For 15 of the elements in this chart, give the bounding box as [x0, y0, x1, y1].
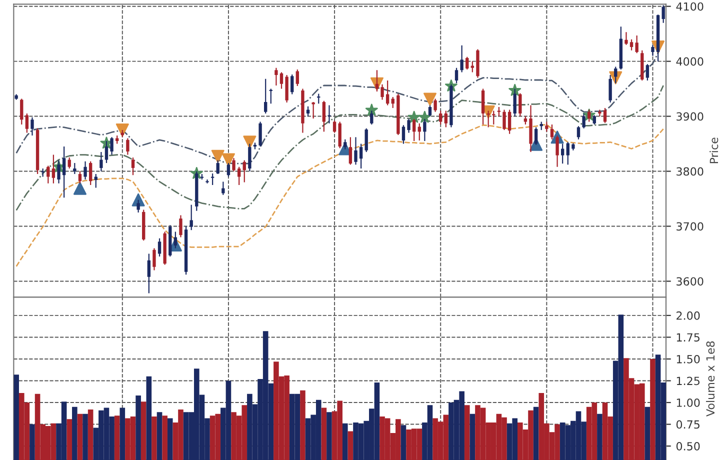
y-tick-label: 1.00 — [676, 398, 700, 407]
y-tick-label: 0.50 — [676, 442, 700, 450]
y-tick-label: 3800 — [676, 167, 704, 176]
y-axis-title: Price — [710, 138, 718, 164]
y-tick-label: 4100 — [676, 2, 704, 11]
y-tick-label: 3900 — [676, 112, 704, 121]
y-axis-title: Volume x 1e8 — [706, 341, 715, 416]
y-tick-label: 1.50 — [676, 354, 700, 364]
y-tick-label: 3700 — [676, 222, 704, 231]
y-tick-label: 1.75 — [676, 333, 700, 342]
y-tick-label: 3600 — [676, 277, 704, 286]
y-tick-label: 1.25 — [676, 376, 700, 386]
y-tick-label: 0.75 — [676, 420, 700, 429]
y-tick-label: 4000 — [676, 57, 704, 66]
y-tick-label: 2.00 — [676, 311, 700, 320]
